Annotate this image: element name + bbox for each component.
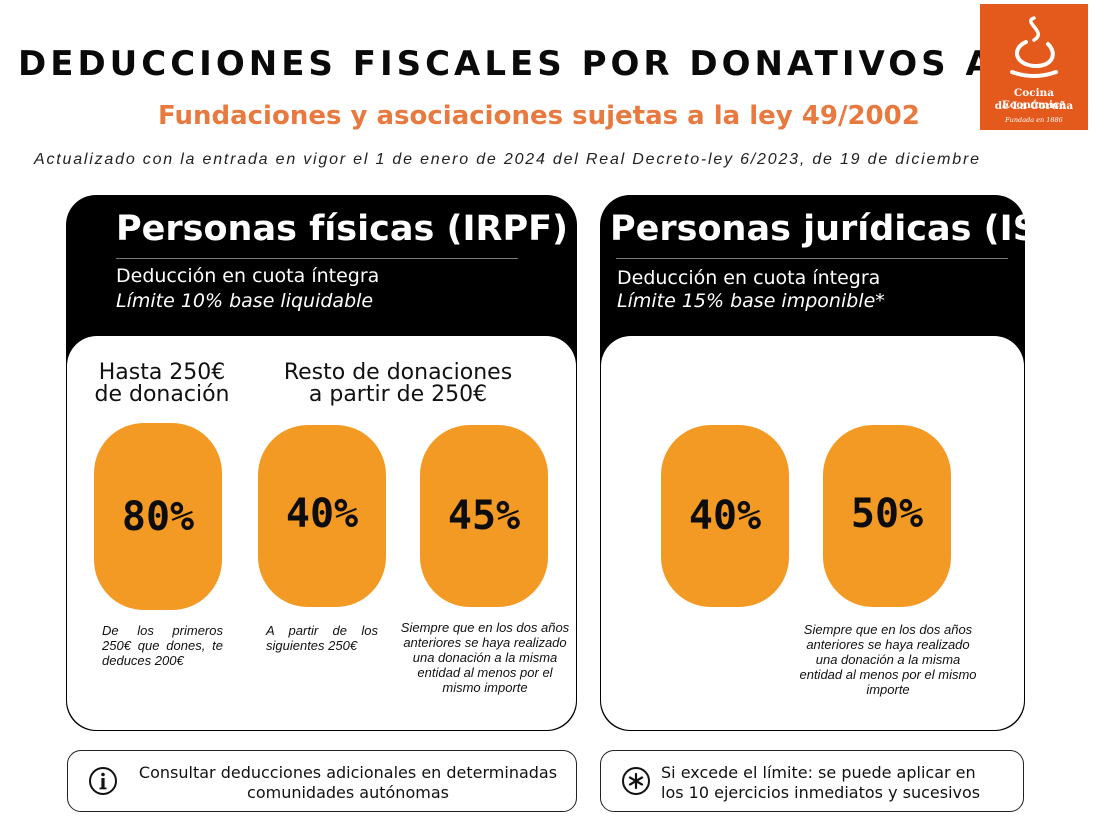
- subtitle: Fundaciones y asociaciones sujetas a la …: [158, 101, 920, 131]
- info-text-line2: comunidades autónomas: [247, 783, 449, 802]
- rate-pill-45: 45%: [420, 425, 548, 607]
- info-icon: [89, 767, 117, 795]
- rate-value: 80%: [121, 493, 195, 540]
- steaming-pot-icon: [1010, 16, 1058, 78]
- asterisk-icon: [622, 767, 650, 795]
- rate-pill-50: 50%: [823, 425, 951, 607]
- info-box-deducciones-adicionales: Consultar deducciones adicionales en det…: [67, 750, 577, 812]
- rate-pill-40: 40%: [258, 425, 386, 607]
- rate-pill-40: 40%: [661, 425, 789, 607]
- logo-text-line1: Cocina Económica: [1001, 87, 1067, 111]
- panel-personas-juridicas: Personas jurídicas (IS) Deducción en cuo…: [600, 195, 1025, 731]
- info-text: Consultar deducciones adicionales en det…: [128, 763, 568, 803]
- panel-body: 40% 50% Siempre que en los dos años ante…: [601, 336, 1024, 730]
- group-header-resto: Resto de donaciones a partir de 250€: [263, 362, 533, 406]
- group-header-line2: de donación: [94, 382, 230, 407]
- group-header-hasta-250: Hasta 250€ de donación: [77, 362, 247, 406]
- divider: [616, 258, 1008, 259]
- rate-pill-80: 80%: [94, 423, 222, 610]
- panel-limit: Límite 15% base imponible*: [617, 290, 885, 312]
- rate-note: Siempre que en los dos años anteriores s…: [400, 620, 570, 695]
- panel-title: Personas físicas (IRPF): [116, 209, 569, 249]
- logo-founded: Fundada en 1886: [1005, 116, 1063, 124]
- rate-value: 40%: [688, 493, 762, 539]
- info-text-line1: Consultar deducciones adicionales en det…: [138, 763, 558, 782]
- asterisk-text-line1: Si excede el límite: se puede aplicar en: [661, 763, 976, 782]
- asterisk-text: Si excede el límite: se puede aplicar en…: [661, 763, 1011, 803]
- update-note: Actualizado con la entrada en vigor el 1…: [34, 151, 981, 168]
- logo-text-line2: de La Coruña: [994, 100, 1074, 112]
- rate-value: 50%: [850, 491, 924, 537]
- panel-limit: Límite 10% base liquidable: [116, 290, 374, 312]
- panel-deduction-type: Deducción en cuota íntegra: [116, 265, 380, 287]
- group-header-line2: a partir de 250€: [308, 382, 488, 407]
- rate-note: De los primeros 250€ que dones, te deduc…: [102, 623, 223, 668]
- panel-body: Hasta 250€ de donación Resto de donacion…: [67, 336, 576, 730]
- group-header-line1: Resto de donaciones: [283, 360, 513, 385]
- divider: [116, 258, 518, 259]
- rate-value: 45%: [447, 493, 521, 539]
- panel-deduction-type: Deducción en cuota íntegra: [617, 267, 881, 289]
- info-box-limite: Si excede el límite: se puede aplicar en…: [600, 750, 1024, 812]
- group-header-line1: Hasta 250€: [98, 360, 226, 385]
- rate-note: A partir de los siguientes 250€: [266, 623, 378, 653]
- panel-personas-fisicas: Personas físicas (IRPF) Deducción en cuo…: [66, 195, 577, 731]
- rate-value: 40%: [285, 491, 359, 537]
- rate-note: Siempre que en los dos años anteriores s…: [799, 622, 977, 697]
- main-title: DEDUCCIONES FISCALES POR DONATIVOS A: [18, 44, 996, 84]
- asterisk-text-line2: los 10 ejercicios inmediatos y sucesivos: [661, 783, 981, 802]
- logo: Cocina Económica de La Coruña Fundada en…: [980, 4, 1088, 130]
- panel-title: Personas jurídicas (IS): [610, 209, 1025, 249]
